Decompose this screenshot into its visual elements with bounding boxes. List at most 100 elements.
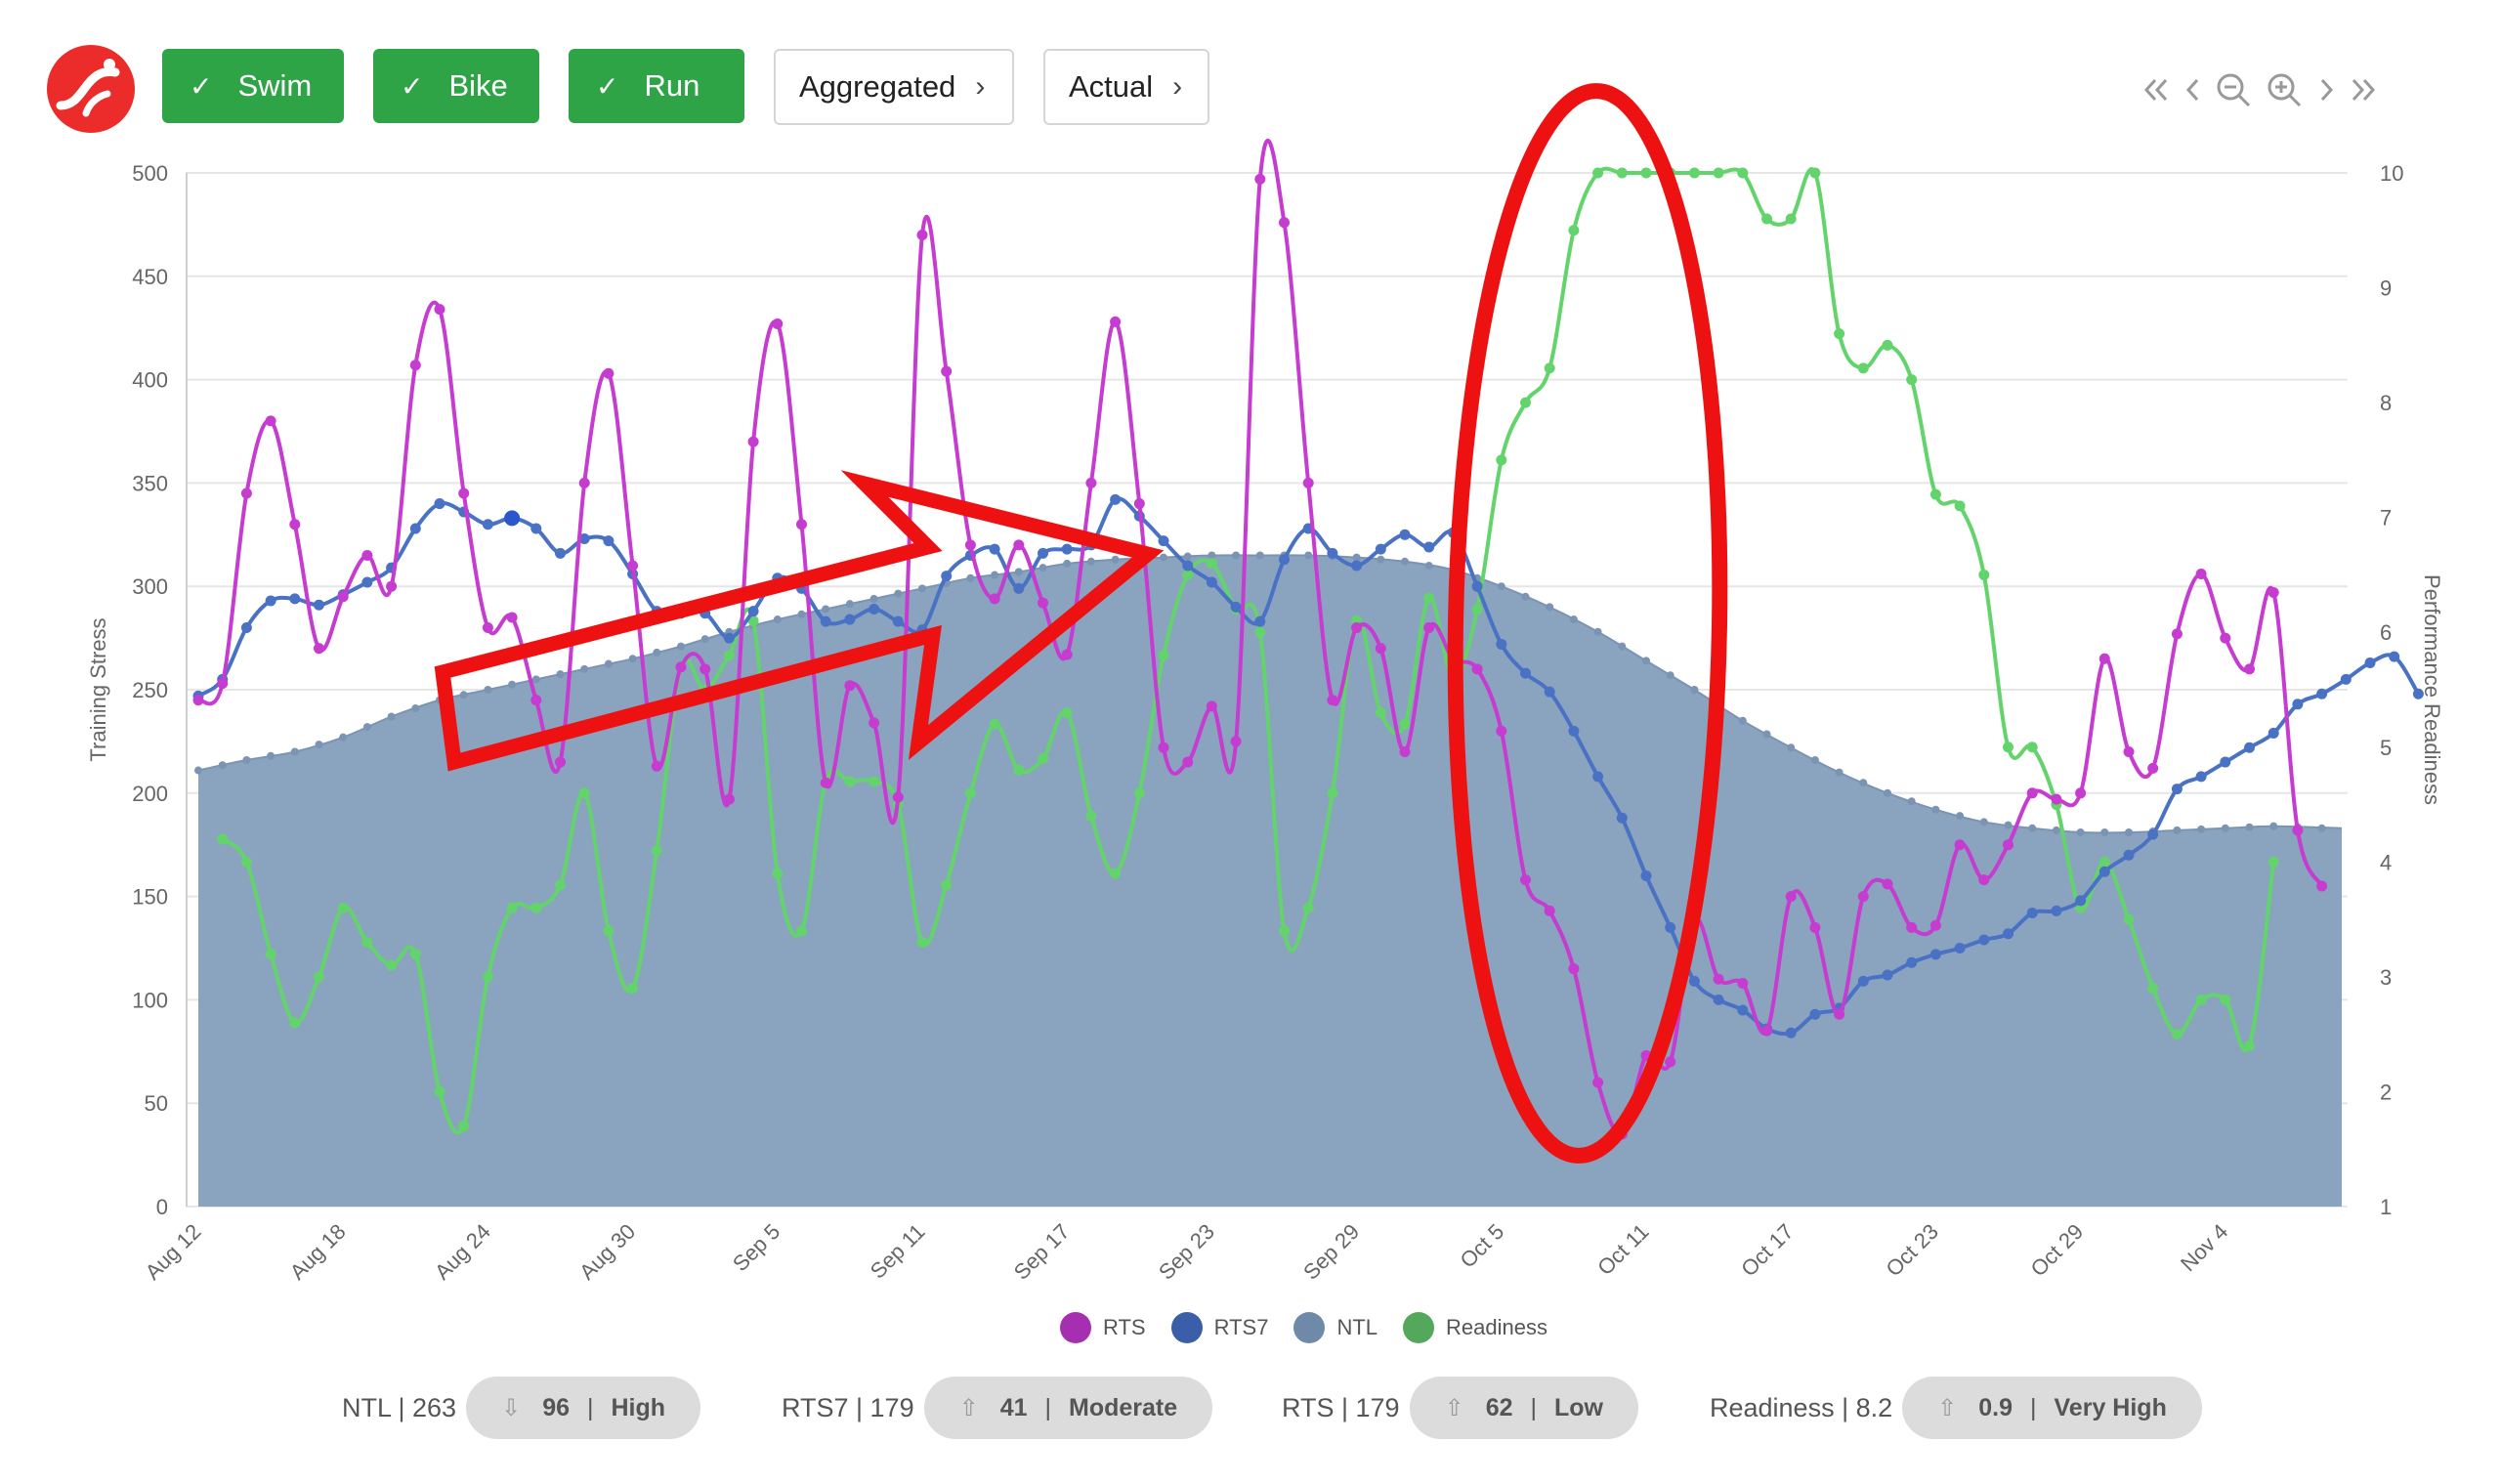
x-tick-label: Oct 5 <box>1455 1219 1508 1273</box>
rts7-point <box>1978 934 1990 946</box>
legend-item-rts[interactable]: RTS <box>1060 1312 1146 1343</box>
readiness-point <box>1206 558 1217 570</box>
rts7-point <box>1254 615 1266 627</box>
rts-point <box>892 791 904 803</box>
x-tick-label: Sep 29 <box>1298 1219 1364 1285</box>
next-icon[interactable] <box>2315 70 2337 109</box>
ntl-point <box>797 610 806 618</box>
y-tick-label-left: 350 <box>132 471 168 495</box>
first-page-icon[interactable] <box>2140 70 2173 109</box>
rts7-point <box>578 533 590 545</box>
rts7-point <box>289 593 301 605</box>
actual-view-button[interactable]: Actual › <box>1043 49 1209 125</box>
readiness-point <box>2098 856 2110 868</box>
readiness-point <box>1182 569 1194 580</box>
rts-point <box>1471 663 1483 675</box>
separator: | <box>587 1393 594 1421</box>
rts7-point <box>1857 975 1869 987</box>
rts-point <box>603 367 615 379</box>
readiness-point <box>1713 167 1724 179</box>
y-axis-title-right: Performance Readiness <box>2420 574 2444 805</box>
stat-pill: ⇧ 62 | Low <box>1409 1377 1638 1439</box>
rts7-point <box>2412 688 2424 700</box>
rts-point <box>2220 632 2231 644</box>
rts-point <box>1013 539 1025 551</box>
stat-label: NTL | 263 <box>342 1392 457 1422</box>
legend-item-ntl[interactable]: NTL <box>1293 1312 1378 1343</box>
ntl-point <box>1738 716 1747 725</box>
readiness-point <box>941 879 953 891</box>
x-tick-label: Oct 29 <box>2026 1219 2089 1282</box>
readiness-point <box>2220 994 2231 1005</box>
aggregated-mode-button[interactable]: Aggregated › <box>774 49 1014 125</box>
zoom-out-icon[interactable] <box>2214 70 2253 109</box>
bike-toggle-button[interactable]: ✓ Bike <box>373 49 539 123</box>
legend-item-rts7[interactable]: RTS7 <box>1170 1312 1268 1343</box>
readiness-point <box>1423 592 1435 604</box>
rts-point <box>1496 725 1507 737</box>
run-label: Run <box>644 68 700 103</box>
rts7-point <box>434 498 445 510</box>
run-toggle-button[interactable]: ✓ Run <box>569 49 744 123</box>
readiness-point <box>289 1017 301 1029</box>
ntl-point <box>1907 797 1916 806</box>
legend-label: RTS <box>1103 1315 1146 1339</box>
trend-down-icon: ⇩ <box>501 1394 522 1421</box>
previous-icon[interactable] <box>2183 70 2204 109</box>
rts7-point <box>1182 560 1194 572</box>
stat-level: Very High <box>2054 1393 2167 1421</box>
readiness-point <box>1496 454 1507 466</box>
readiness-point <box>723 650 735 661</box>
ntl-point <box>2052 826 2060 834</box>
rts-point <box>2171 628 2183 640</box>
ntl-point <box>1835 768 1844 777</box>
rts7-point <box>747 606 759 617</box>
chart-legend: RTS RTS7 NTL Readiness <box>1060 1306 1555 1349</box>
rts7-point <box>1375 543 1386 555</box>
separator: | <box>1530 1393 1538 1421</box>
x-tick-label: Aug 12 <box>141 1219 206 1285</box>
rts-point <box>530 695 542 706</box>
x-tick-label: Aug 24 <box>430 1219 495 1285</box>
ntl-point <box>459 691 468 700</box>
readiness-point <box>627 983 639 995</box>
readiness-point <box>2026 742 2038 753</box>
readiness-point <box>2244 1039 2255 1051</box>
rts-point <box>506 612 518 623</box>
readiness-point <box>869 776 880 787</box>
legend-item-readiness[interactable]: Readiness <box>1403 1312 1547 1343</box>
rts-point <box>1713 973 1724 985</box>
rts7-point <box>2389 651 2400 662</box>
annotation-arrow <box>434 470 1165 772</box>
readiness-point <box>1327 787 1338 799</box>
app-logo <box>47 45 135 133</box>
readiness-point <box>409 948 421 959</box>
readiness-point <box>386 959 398 971</box>
rts7-point <box>1568 725 1580 737</box>
rts-point <box>1279 217 1290 229</box>
rts-point <box>699 663 711 675</box>
zoom-in-icon[interactable] <box>2265 70 2304 109</box>
rts-point <box>1133 498 1145 510</box>
rts7-point <box>2340 673 2352 685</box>
rts-point <box>409 360 421 371</box>
readiness-point <box>1616 167 1628 179</box>
rts-point <box>1929 919 1941 931</box>
stat-label: RTS7 | 179 <box>782 1392 914 1422</box>
rts-point <box>337 591 349 603</box>
y-tick-label-left: 0 <box>156 1195 168 1219</box>
rts7-point <box>2098 866 2110 877</box>
ntl-point <box>822 605 830 614</box>
stat-level: Low <box>1554 1393 1603 1421</box>
readiness-point <box>1302 902 1314 913</box>
readiness-point <box>1061 707 1073 719</box>
swim-toggle-button[interactable]: ✓ Swim <box>162 49 344 123</box>
rts7-point <box>2123 849 2135 861</box>
readiness-point <box>1978 569 1990 580</box>
readiness-point <box>772 868 784 879</box>
rts7-point <box>1423 541 1435 553</box>
last-page-icon[interactable] <box>2347 70 2380 109</box>
ntl-point <box>2245 823 2254 831</box>
y-tick-label-left: 50 <box>145 1091 168 1116</box>
ntl-point <box>1787 743 1796 752</box>
